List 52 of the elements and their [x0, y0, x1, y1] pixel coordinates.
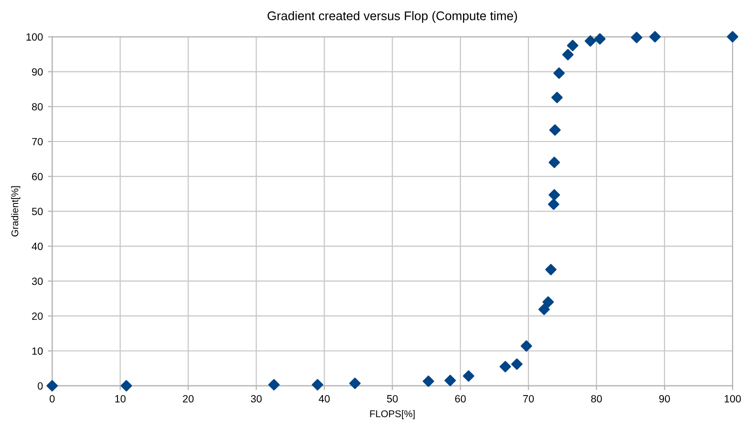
y-tick-label: 80 — [32, 103, 43, 110]
point — [312, 379, 324, 390]
x-tick-label: 50 — [386, 395, 398, 402]
x-tick-label: 40 — [318, 395, 330, 402]
point — [548, 198, 560, 210]
x-tick-label: 60 — [455, 395, 466, 402]
point — [542, 296, 554, 308]
x-tick-label: 10 — [115, 395, 126, 402]
point — [726, 31, 738, 43]
point — [349, 378, 361, 390]
point — [444, 374, 456, 386]
x-tick-label: 70 — [523, 395, 534, 402]
point — [545, 264, 557, 276]
point — [566, 40, 578, 52]
x-tick-label: 30 — [250, 395, 262, 402]
chart-title: Gradient created versus Flop (Compute time) — [268, 11, 517, 23]
point — [520, 340, 532, 352]
point — [511, 358, 523, 370]
point — [120, 380, 132, 392]
y-tick-label: 10 — [32, 347, 43, 355]
y-tick-label: 70 — [32, 138, 43, 146]
point — [594, 33, 606, 45]
point — [649, 31, 661, 43]
y-tick-label: 100 — [26, 33, 43, 41]
point — [268, 379, 280, 390]
y-tick-label: 0 — [38, 382, 43, 390]
x-tick-label: 0 — [50, 395, 55, 402]
y-tick-label: 20 — [32, 312, 43, 320]
y-axis-title: Gradient[%] — [11, 186, 20, 236]
point — [548, 156, 560, 168]
point — [562, 48, 574, 60]
point — [630, 32, 642, 44]
point — [46, 380, 58, 392]
x-tick-label: 90 — [659, 395, 670, 402]
point — [553, 67, 565, 79]
y-tick-label: 50 — [32, 208, 43, 216]
point — [422, 376, 434, 387]
point — [549, 124, 561, 136]
x-tick-label: 80 — [591, 395, 602, 402]
y-tick-label: 60 — [32, 172, 43, 180]
point — [462, 370, 474, 382]
y-tick-label: 90 — [32, 68, 43, 76]
x-tick-label: 20 — [182, 395, 194, 402]
point — [538, 304, 550, 316]
point — [551, 92, 563, 104]
y-tick-label: 40 — [32, 242, 43, 250]
point — [548, 189, 560, 201]
x-axis-title: FLOPS[%] — [370, 410, 415, 420]
x-tick-label: 100 — [724, 395, 741, 402]
point — [500, 360, 512, 372]
y-tick-label: 30 — [32, 278, 43, 285]
point — [584, 35, 596, 47]
